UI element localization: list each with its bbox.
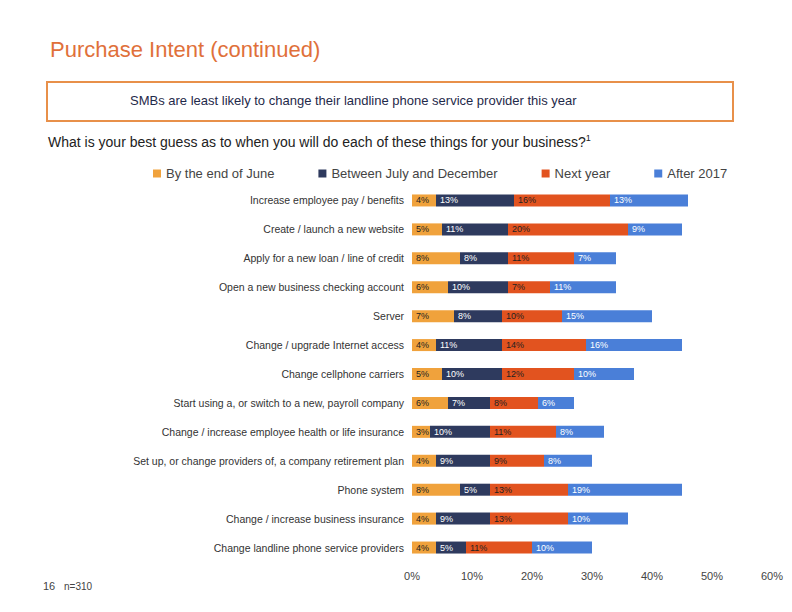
svg-text:9%: 9%: [440, 456, 453, 466]
svg-text:Set up, or change providers of: Set up, or change providers of, a compan…: [133, 455, 404, 467]
svg-text:8%: 8%: [560, 427, 573, 437]
svg-text:7%: 7%: [416, 311, 429, 321]
svg-text:50%: 50%: [701, 570, 723, 582]
svg-text:11%: 11%: [494, 427, 511, 437]
svg-text:11%: 11%: [446, 224, 463, 234]
svg-text:14%: 14%: [506, 340, 524, 350]
svg-text:Server: Server: [373, 310, 404, 322]
svg-text:16%: 16%: [590, 340, 608, 350]
svg-text:8%: 8%: [548, 456, 561, 466]
svg-text:11%: 11%: [554, 282, 571, 292]
svg-text:Open a new business checking a: Open a new business checking account: [219, 281, 404, 293]
svg-text:60%: 60%: [761, 570, 783, 582]
svg-text:7%: 7%: [452, 398, 465, 408]
svg-text:16%: 16%: [518, 195, 536, 205]
svg-text:10%: 10%: [536, 543, 554, 553]
svg-text:Between July and December: Between July and December: [331, 166, 498, 181]
svg-text:40%: 40%: [641, 570, 663, 582]
svg-text:12%: 12%: [506, 369, 524, 379]
svg-text:4%: 4%: [416, 340, 429, 350]
svg-text:10%: 10%: [446, 369, 464, 379]
svg-text:4%: 4%: [416, 195, 429, 205]
svg-text:19%: 19%: [572, 485, 590, 495]
svg-text:Phone system: Phone system: [337, 484, 404, 496]
svg-text:9%: 9%: [632, 224, 645, 234]
svg-text:7%: 7%: [578, 253, 591, 263]
svg-text:7%: 7%: [512, 282, 525, 292]
svg-text:11%: 11%: [512, 253, 529, 263]
svg-text:Change / increase business ins: Change / increase business insurance: [226, 513, 404, 525]
svg-text:What is your best guess as to: What is your best guess as to when you w…: [48, 134, 586, 150]
svg-text:8%: 8%: [416, 485, 429, 495]
svg-text:8%: 8%: [464, 253, 477, 263]
svg-text:Change cellphone carriers: Change cellphone carriers: [281, 368, 404, 380]
svg-text:0%: 0%: [404, 570, 420, 582]
svg-text:4%: 4%: [416, 543, 429, 553]
svg-text:Change landline phone service: Change landline phone service providers: [214, 542, 404, 554]
svg-text:n=310: n=310: [64, 581, 93, 592]
svg-text:10%: 10%: [506, 311, 524, 321]
svg-text:13%: 13%: [440, 195, 458, 205]
svg-text:5%: 5%: [464, 485, 477, 495]
svg-text:15%: 15%: [566, 311, 584, 321]
svg-text:9%: 9%: [494, 456, 507, 466]
svg-text:SMBs are least likely to chang: SMBs are least likely to change their la…: [130, 93, 577, 108]
svg-text:6%: 6%: [416, 398, 429, 408]
svg-text:13%: 13%: [494, 514, 512, 524]
svg-text:20%: 20%: [512, 224, 530, 234]
svg-text:6%: 6%: [542, 398, 555, 408]
svg-text:Purchase Intent (continued): Purchase Intent (continued): [50, 37, 320, 62]
svg-text:8%: 8%: [416, 253, 429, 263]
svg-text:16: 16: [43, 580, 55, 592]
svg-text:Apply for a new loan / line of: Apply for a new loan / line of credit: [243, 252, 404, 264]
svg-text:Start using a, or switch to a: Start using a, or switch to a new, payro…: [173, 397, 404, 409]
svg-text:30%: 30%: [581, 570, 603, 582]
svg-text:Create / launch a new website: Create / launch a new website: [263, 223, 404, 235]
svg-text:5%: 5%: [416, 369, 429, 379]
svg-text:20%: 20%: [521, 570, 543, 582]
svg-text:10%: 10%: [461, 570, 483, 582]
svg-text:10%: 10%: [572, 514, 590, 524]
svg-text:5%: 5%: [416, 224, 429, 234]
svg-text:1: 1: [586, 133, 591, 143]
svg-text:13%: 13%: [494, 485, 512, 495]
svg-text:6%: 6%: [416, 282, 429, 292]
svg-text:By the end of June: By the end of June: [166, 166, 274, 181]
svg-text:Increase employee pay / benefi: Increase employee pay / benefits: [250, 194, 404, 206]
svg-text:10%: 10%: [434, 427, 452, 437]
svg-text:After 2017: After 2017: [667, 166, 727, 181]
svg-text:11%: 11%: [470, 543, 487, 553]
svg-text:10%: 10%: [578, 369, 596, 379]
svg-text:5%: 5%: [440, 543, 453, 553]
svg-text:8%: 8%: [458, 311, 471, 321]
svg-text:Change / increase employee hea: Change / increase employee health or lif…: [162, 426, 404, 438]
svg-text:13%: 13%: [614, 195, 632, 205]
svg-text:8%: 8%: [494, 398, 507, 408]
svg-text:4%: 4%: [416, 514, 429, 524]
svg-text:Change / upgrade Internet acce: Change / upgrade Internet access: [246, 339, 404, 351]
svg-text:9%: 9%: [440, 514, 453, 524]
svg-text:10%: 10%: [452, 282, 470, 292]
svg-text:Next year: Next year: [555, 166, 611, 181]
svg-text:11%: 11%: [440, 340, 457, 350]
svg-text:4%: 4%: [416, 456, 429, 466]
svg-text:3%: 3%: [416, 427, 429, 437]
